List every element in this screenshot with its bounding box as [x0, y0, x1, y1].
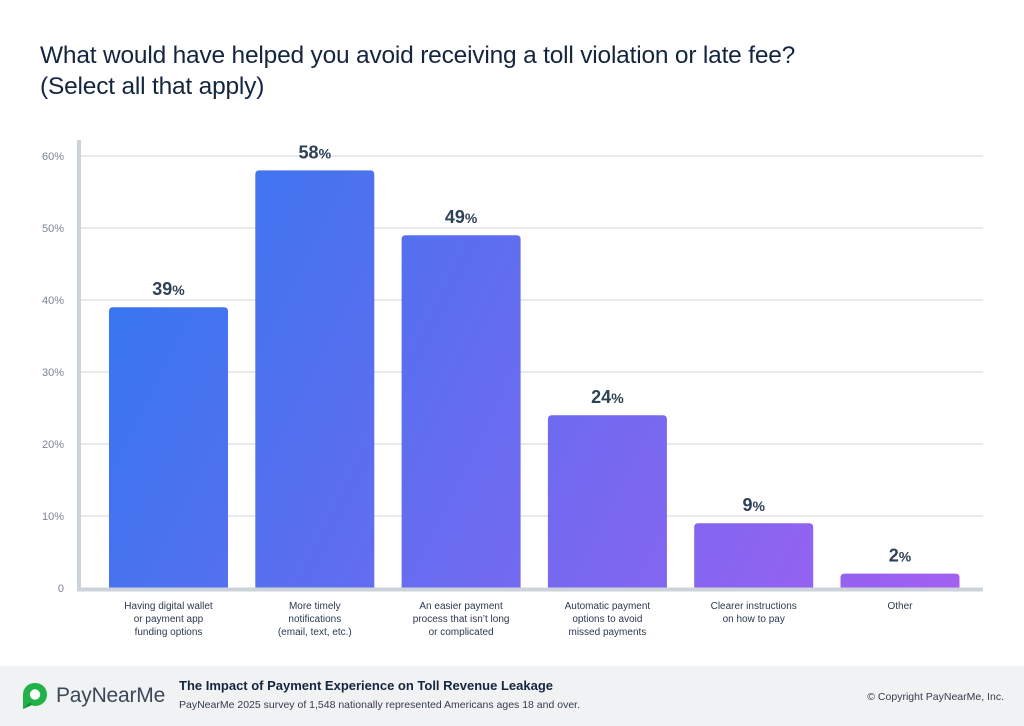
x-tick-label: Having digital wallet or payment app fundi… — [124, 601, 213, 638]
bar — [840, 573, 960, 588]
y-axis-ticks: 0 10% 20% 30% 40% 50% 60% — [42, 151, 64, 595]
bar — [255, 170, 375, 588]
report-title: The Impact of Payment Experience on Toll… — [179, 678, 553, 693]
data-label: 39% — [152, 279, 185, 299]
x-axis-labels: Having digital wallet or payment app fundi… — [124, 601, 913, 638]
brand-name: PayNearMe — [56, 684, 166, 707]
bar — [109, 307, 228, 588]
paynearme-logo[interactable]: PayNearMe — [22, 682, 165, 710]
copyright: © Copyright PayNearMe, Inc. — [867, 691, 1004, 703]
data-label: 24% — [591, 387, 624, 407]
data-labels: 39% 58% 49% 24% 9% 2% — [152, 142, 912, 565]
chart-title: What would have helped you avoid receivi… — [40, 40, 940, 102]
x-tick-label: Automatic payment options to avoid missed … — [565, 601, 651, 638]
y-tick-label: 60% — [42, 151, 64, 163]
y-tick-label: 40% — [42, 295, 64, 307]
chart-subtitle: (Select all that apply) — [40, 73, 265, 100]
x-tick-label: Other — [887, 601, 913, 612]
bar-chart: 0 10% 20% 30% 40% 50% 60% 39% 58% 49% 24% 9% 2% Hav… — [42, 140, 983, 638]
data-label: 2% — [889, 546, 912, 566]
data-label: 9% — [742, 495, 765, 515]
x-tick-label: Clearer instructions on how to pay — [711, 601, 797, 625]
y-tick-label: 20% — [42, 439, 64, 451]
report-subtitle: PayNearMe 2025 survey of 1,548 nationall… — [179, 699, 580, 711]
data-label: 58% — [299, 142, 332, 162]
bar — [694, 523, 814, 588]
footer: PayNearMe The Impact of Payment Experien… — [0, 666, 1024, 726]
x-tick-label: More timely notifications (email, text, et… — [278, 601, 352, 638]
bar — [401, 235, 521, 588]
data-label: 49% — [445, 207, 478, 227]
bars — [109, 170, 960, 588]
y-tick-label: 30% — [42, 367, 64, 379]
y-tick-label: 0 — [58, 583, 64, 595]
y-tick-label: 50% — [42, 223, 64, 235]
paynearme-logo-icon — [23, 683, 47, 709]
y-tick-label: 10% — [42, 511, 64, 523]
gridlines — [79, 155, 983, 517]
bar — [547, 415, 667, 588]
x-tick-label: An easier payment process that isn’t long… — [413, 601, 510, 638]
chart-title-line: What would have helped you avoid receivi… — [40, 42, 796, 69]
